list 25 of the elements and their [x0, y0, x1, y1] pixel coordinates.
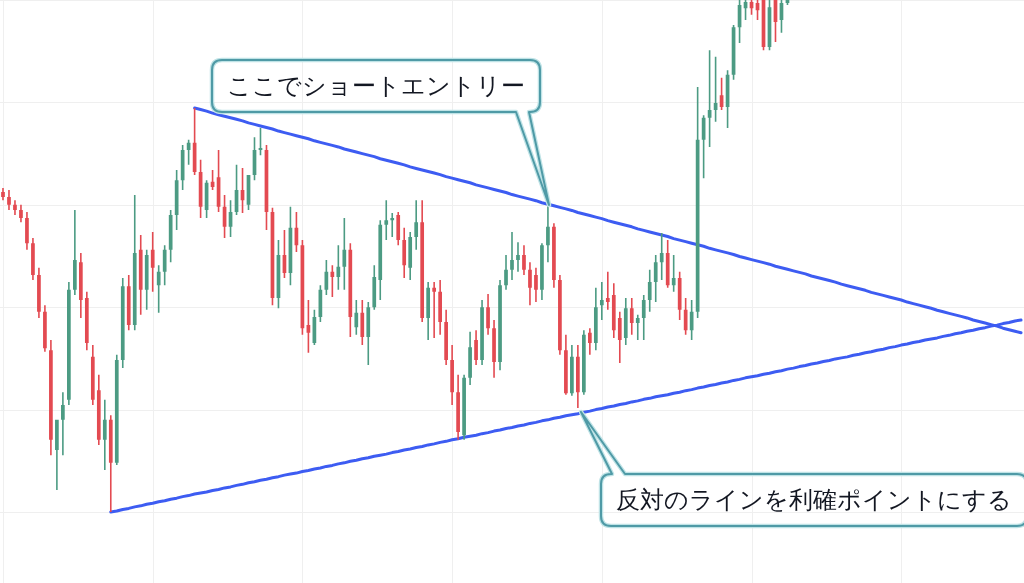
candlestick	[13, 200, 17, 216]
candlestick	[510, 231, 514, 281]
candlestick	[587, 328, 592, 355]
candlestick	[61, 392, 65, 456]
candlestick	[102, 399, 107, 470]
annotation: 反対のラインを利確ポイントにする	[616, 486, 1012, 514]
candlestick	[528, 262, 532, 306]
candlestick	[605, 271, 610, 310]
candlestick	[390, 212, 395, 238]
candlestick	[546, 204, 550, 263]
candlestick	[641, 294, 646, 340]
candlestick	[653, 254, 658, 303]
candlestick	[629, 297, 634, 335]
candlestick	[7, 189, 11, 210]
candlestick	[384, 200, 389, 241]
candlestick	[150, 231, 155, 292]
candlestick	[516, 242, 520, 272]
candlestick	[414, 200, 419, 250]
candlestick	[647, 269, 652, 312]
candlestick	[635, 314, 640, 340]
annotation: ここでショートエントリー	[227, 72, 525, 100]
candlestick	[73, 209, 77, 295]
candlestick	[599, 282, 604, 320]
candlestick	[659, 232, 664, 281]
candlestick	[432, 282, 437, 338]
